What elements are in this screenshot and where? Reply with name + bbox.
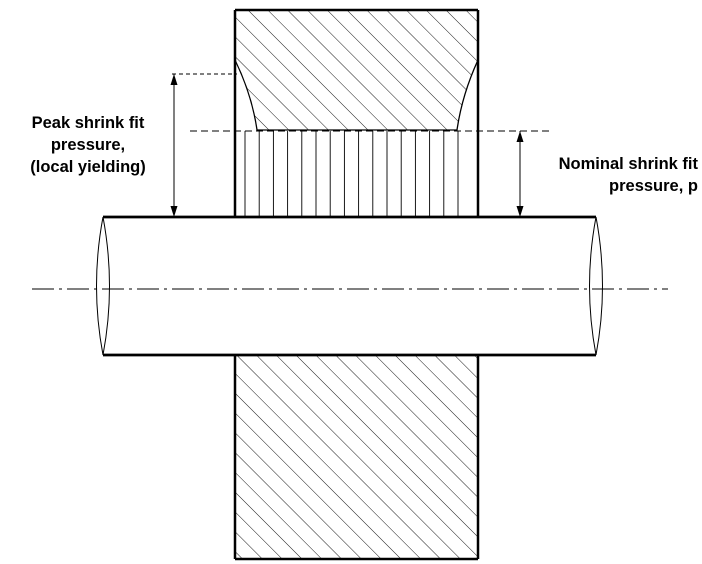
hub-lower-section xyxy=(233,355,480,561)
nominal-pressure-label-line1: Nominal shrink fit xyxy=(558,155,698,173)
nominal-pressure-label-line2: pressure, p xyxy=(609,177,698,195)
pressure-distribution xyxy=(244,131,459,217)
nominal-pressure-dimension xyxy=(190,130,553,217)
shaft xyxy=(96,215,603,357)
peak-pressure-dimension xyxy=(170,73,237,217)
peak-pressure-label-line3: (local yielding) xyxy=(30,158,146,176)
peak-pressure-label: Peak shrink fit pressure, (local yieldin… xyxy=(4,112,172,178)
peak-pressure-label-line2: pressure, xyxy=(50,136,126,154)
hub-upper-section xyxy=(234,8,479,131)
nominal-pressure-label: Nominal shrink fit pressure, p xyxy=(528,153,698,197)
peak-pressure-label-line1: Peak shrink fit xyxy=(31,114,145,132)
